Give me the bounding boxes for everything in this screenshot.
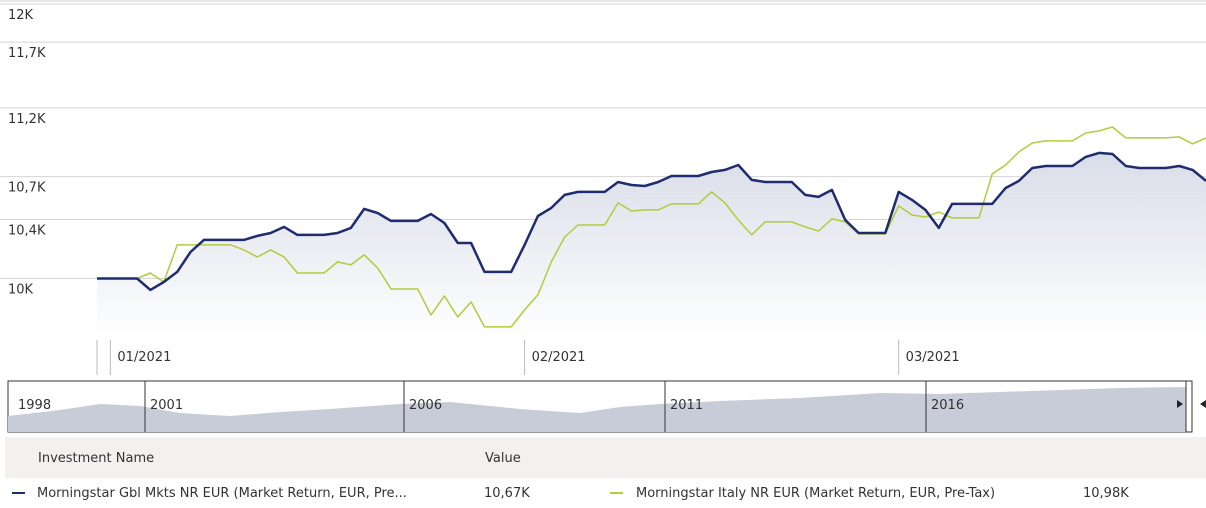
navigator[interactable]: 1998 2001 2006 2011 2016 <box>7 380 1206 433</box>
x-tick-label: 03/2021 <box>906 350 960 365</box>
navigator-handle[interactable] <box>1185 380 1193 433</box>
legend-name: Morningstar Italy NR EUR (Market Return,… <box>636 486 995 501</box>
series-line <box>97 126 1206 328</box>
navigator-label: 1998 <box>18 398 51 413</box>
navigator-label: 2016 <box>931 398 964 413</box>
y-tick-label: 12K <box>8 8 34 23</box>
navigator-arrow[interactable] <box>1177 400 1183 408</box>
legend-name: Morningstar Gbl Mkts NR EUR (Market Retu… <box>37 486 407 501</box>
x-tick-label: 02/2021 <box>532 350 586 365</box>
y-tick-label: 10K <box>8 283 34 298</box>
navigator-label: 2006 <box>409 398 442 413</box>
navigator-label: 2001 <box>150 398 183 413</box>
y-tick-label: 10,7K <box>8 181 46 196</box>
navigator-area <box>8 387 1186 432</box>
legend-header-bg <box>5 437 1206 478</box>
legend-row-bg <box>5 478 1206 508</box>
legend-header: Value <box>485 451 521 466</box>
series-area <box>97 152 1206 340</box>
series-line <box>97 151 1206 292</box>
legend-value: 10,98K <box>1083 486 1129 501</box>
y-tick-label: 11,2K <box>8 112 46 127</box>
y-tick-label: 11,7K <box>8 46 46 61</box>
x-tick-label: 01/2021 <box>117 350 171 365</box>
y-tick-label: 10,4K <box>8 223 46 238</box>
navigator-label: 2011 <box>670 398 703 413</box>
legend-value: 10,67K <box>484 486 530 501</box>
legend-header: Investment Name <box>38 451 154 466</box>
navigator-arrow[interactable] <box>1200 400 1206 408</box>
